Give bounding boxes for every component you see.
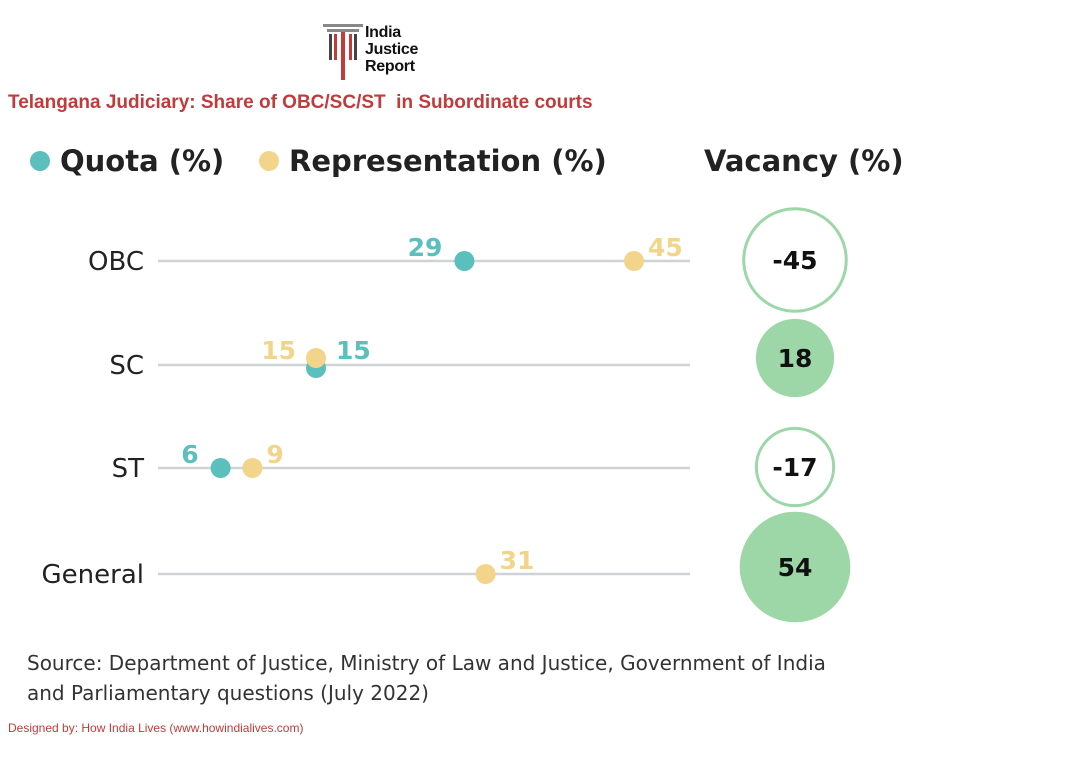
vacancy-bubble-obc (742, 207, 848, 313)
category-label-st: ST (112, 454, 145, 484)
source-note: Source: Department of Justice, Ministry … (27, 648, 887, 708)
logo-wordmark: India Justice Report (365, 24, 418, 75)
vacancy-bubble-general (739, 511, 851, 623)
logo-line-3: Report (365, 58, 415, 75)
representation-value-sc: 15 (261, 336, 296, 365)
chart-title: Telangana Judiciary: Share of OBC/SC/ST … (8, 92, 593, 113)
india-justice-report-logo (323, 24, 363, 80)
representation-dot-st (242, 458, 263, 478)
vacancy-value-st: -17 (772, 453, 817, 482)
representation-dot-obc (624, 251, 644, 271)
legend-label-quota: Quota (%) (60, 144, 225, 178)
representation-dot-icon (259, 151, 279, 171)
legend-label-representation: Representation (%) (289, 144, 607, 178)
quota-dot-st (210, 458, 231, 478)
vacancy-header: Vacancy (%) (704, 144, 904, 178)
representation-value-st: 9 (266, 440, 283, 469)
representation-dot-sc (306, 348, 326, 368)
source-line-2: and Parliamentary questions (July 2022) (27, 681, 429, 705)
dot-plot-chart: OBC 29 45 -45 SC 15 15 18 ST 6 9 -17 General 31 54 (42, 207, 851, 623)
logo-line-1: India (365, 24, 401, 41)
legend-item-representation: Representation (%) (259, 144, 607, 178)
quota-dot-obc (454, 251, 475, 271)
designer-credit: Designed by: How India Lives (www.howind… (8, 721, 304, 735)
quota-value-st: 6 (181, 440, 198, 469)
logo-line-2: Justice (365, 41, 419, 58)
legend-item-quota: Quota (%) (30, 144, 224, 178)
vacancy-bubble-st (754, 426, 836, 508)
source-line-1: Source: Department of Justice, Ministry … (27, 651, 826, 675)
vacancy-value-sc: 18 (778, 344, 813, 373)
representation-dot-general (475, 564, 496, 584)
category-label-obc: OBC (88, 247, 144, 277)
category-label-sc: SC (109, 351, 144, 381)
vacancy-value-obc: -45 (772, 246, 817, 275)
quota-dot-icon (30, 151, 50, 171)
quota-value-sc: 15 (336, 336, 371, 365)
vacancy-bubble-sc (755, 318, 835, 398)
vacancy-value-general: 54 (778, 553, 813, 582)
legend: Quota (%) Representation (%) (0, 144, 1075, 188)
representation-value-obc: 45 (648, 233, 683, 262)
quota-value-obc: 29 (408, 233, 443, 262)
representation-value-general: 31 (500, 546, 535, 575)
category-label-general: General (42, 560, 144, 590)
